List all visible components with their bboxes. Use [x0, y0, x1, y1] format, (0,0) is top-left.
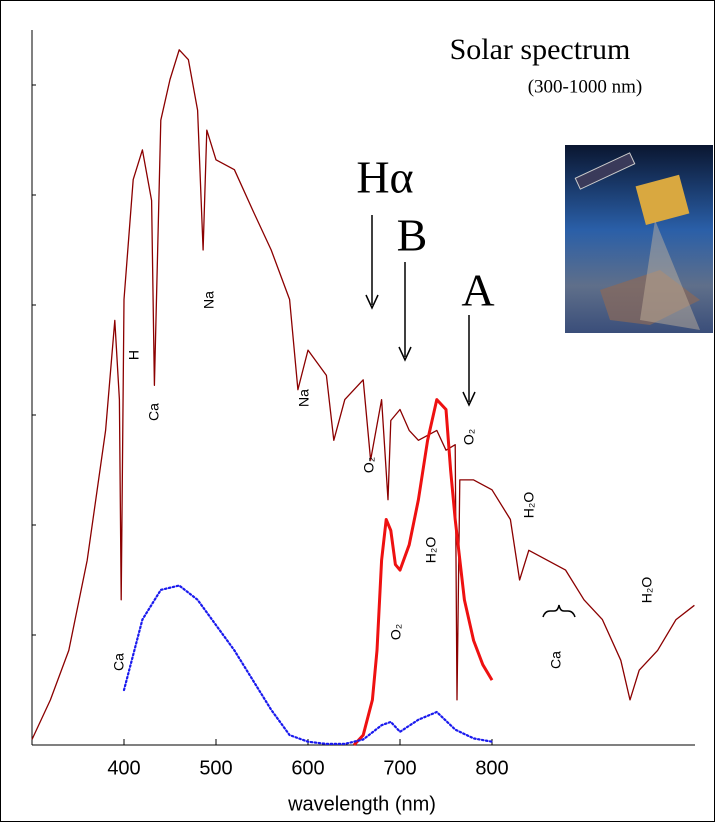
spectrum-line — [352, 398, 494, 747]
line-annotation: H₂O — [521, 492, 537, 519]
satellite-image — [565, 145, 713, 333]
line-annotation: H₂O — [639, 577, 655, 604]
x-tick-label: 700 — [383, 757, 416, 779]
line-annotation: Na — [201, 291, 217, 309]
line-annotation: B — [397, 210, 428, 261]
line-annotation: Ca — [146, 403, 162, 421]
line-annotation: Ca — [111, 653, 127, 671]
line-annotation: H₂O — [423, 537, 439, 564]
x-tick-label: 600 — [291, 757, 324, 779]
x-axis-label: wavelength (nm) — [287, 793, 436, 815]
line-annotation: H — [126, 350, 142, 360]
line-annotation: Hα — [356, 152, 413, 203]
x-tick-label: 800 — [475, 757, 508, 779]
line-annotation: Na — [296, 389, 312, 407]
chart-title: Solar spectrum — [450, 33, 631, 66]
line-annotation: A — [461, 265, 494, 316]
line-annotation: O₂ — [388, 624, 404, 640]
x-tick-label: 400 — [107, 757, 140, 779]
x-tick-label: 500 — [199, 757, 232, 779]
spectrum-line — [31, 49, 695, 740]
arrows — [365, 215, 576, 618]
line-annotation: O₂ — [461, 429, 477, 445]
spectrum-line — [122, 584, 494, 745]
chart-subtitle: (300-1000 nm) — [528, 76, 643, 97]
line-annotation: O₂ — [361, 457, 377, 473]
line-annotation: Ca — [548, 651, 564, 669]
